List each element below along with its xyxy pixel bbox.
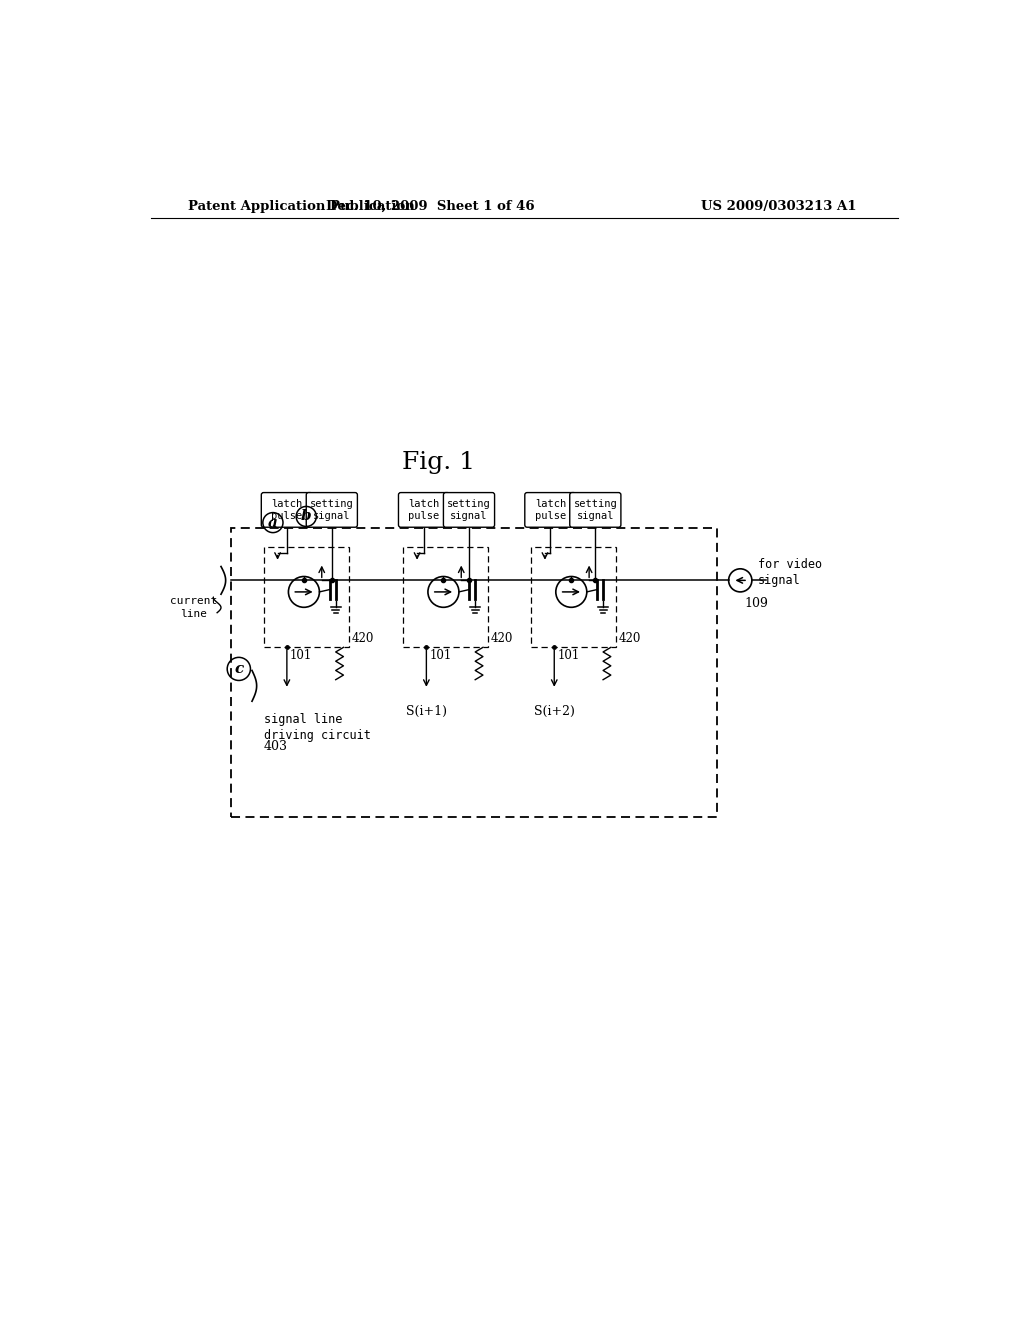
Text: for video
signal: for video signal [758,558,822,587]
Text: setting
signal: setting signal [573,499,617,520]
Text: 420: 420 [490,631,513,644]
Text: latch
pulse: latch pulse [409,499,439,520]
Text: S(i+1): S(i+1) [406,705,446,718]
Text: setting
signal: setting signal [447,499,490,520]
Text: signal line
driving circuit: signal line driving circuit [263,713,371,742]
Text: 101: 101 [290,648,312,661]
Text: current
line: current line [170,597,217,619]
Text: Patent Application Publication: Patent Application Publication [188,199,415,213]
Text: Fig. 1: Fig. 1 [401,451,474,474]
FancyBboxPatch shape [306,492,357,527]
Text: Dec. 10, 2009  Sheet 1 of 46: Dec. 10, 2009 Sheet 1 of 46 [326,199,535,213]
Text: 403: 403 [263,739,288,752]
Text: 101: 101 [557,648,580,661]
Text: b: b [301,510,311,524]
Text: 420: 420 [351,631,374,644]
FancyBboxPatch shape [443,492,495,527]
Text: latch
pulse: latch pulse [535,499,566,520]
Text: setting
signal: setting signal [310,499,353,520]
Text: c: c [234,661,244,676]
FancyBboxPatch shape [398,492,450,527]
Text: S(i+2): S(i+2) [534,705,574,718]
Text: latch
pulse: latch pulse [271,499,302,520]
Text: a: a [268,516,278,529]
Text: 109: 109 [744,598,768,610]
FancyBboxPatch shape [524,492,575,527]
FancyBboxPatch shape [569,492,621,527]
Text: 101: 101 [429,648,452,661]
Text: 420: 420 [618,631,641,644]
FancyBboxPatch shape [261,492,312,527]
Text: US 2009/0303213 A1: US 2009/0303213 A1 [701,199,856,213]
